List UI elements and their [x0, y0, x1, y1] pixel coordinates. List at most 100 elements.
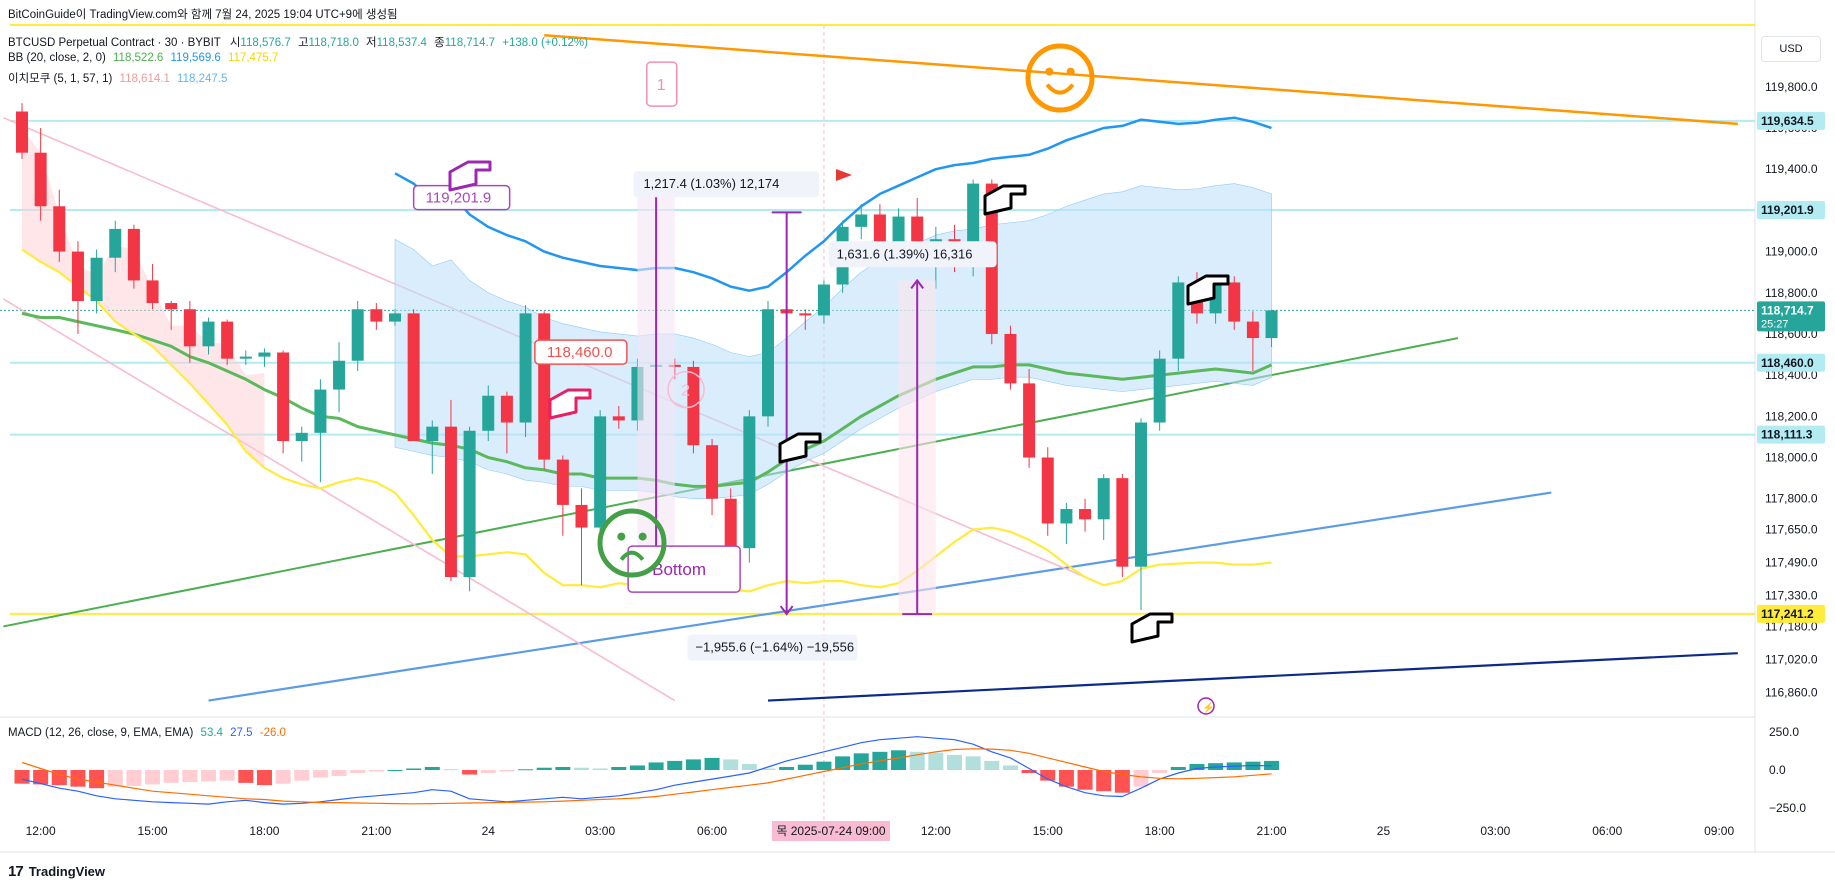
- price-label-box: [1757, 604, 1825, 623]
- candle-body: [444, 426, 457, 577]
- candle-body: [612, 416, 625, 421]
- macd-histogram-bar: [648, 762, 664, 770]
- candle-body: [165, 303, 178, 310]
- bb-legend[interactable]: BB (20, close, 2, 0) 118,522.6 119,569.6…: [8, 52, 278, 64]
- y-tick-label: 117,330.0: [1765, 589, 1818, 603]
- candle-body: [221, 321, 234, 359]
- y-tick-label: 117,490.0: [1765, 556, 1818, 570]
- marker-2-text: 2: [681, 383, 690, 400]
- macd-histogram-bar: [275, 770, 291, 784]
- callout-mid-text: 118,460.0: [547, 344, 613, 361]
- x-tick-label: 21:00: [361, 824, 391, 838]
- x-tick-label: 09:00: [1704, 824, 1734, 838]
- candle-body: [1041, 457, 1054, 524]
- candle-body: [1172, 282, 1185, 359]
- macd-histogram-bar: [331, 770, 347, 777]
- macd-y-tick-label: −250.0: [1769, 801, 1806, 815]
- macd-histogram-bar: [238, 770, 254, 783]
- y-tick-label: 117,800.0: [1765, 492, 1818, 506]
- candle-body: [1228, 282, 1241, 322]
- tradingview-brand: TradingView: [28, 864, 106, 879]
- candle-body: [743, 416, 756, 549]
- measure2-label: 1,631.6 (1.39%) 16,316: [837, 246, 973, 261]
- macd-histogram-bar: [182, 770, 198, 783]
- candle-body: [1135, 422, 1147, 567]
- macd-histogram-bar: [368, 770, 384, 772]
- candle-body: [351, 309, 364, 361]
- candle-body: [855, 214, 868, 227]
- macd-histogram-bar: [984, 760, 1000, 770]
- macd-histogram-bar: [145, 770, 161, 785]
- price-label-text: 117,241.2: [1761, 607, 1814, 621]
- macd-histogram-bar: [685, 759, 701, 770]
- y-tick-label: 118,000.0: [1765, 451, 1818, 465]
- y-tick-label: 118,200.0: [1765, 409, 1818, 423]
- frown-icon-eye: [638, 532, 647, 541]
- candle-body: [1116, 478, 1129, 567]
- y-tick-label: 117,650.0: [1765, 523, 1818, 537]
- candle-body: [519, 313, 532, 423]
- candle-body: [34, 152, 47, 207]
- open-value: 118,576.7: [240, 37, 291, 49]
- candle-body: [873, 214, 886, 244]
- y-tick-label: 119,000.0: [1765, 245, 1818, 259]
- macd-histogram-bar: [294, 770, 310, 781]
- callout-high-text: 119,201.9: [426, 190, 492, 207]
- y-tick-label: 118,800.0: [1765, 286, 1818, 300]
- macd-histogram-bar: [1170, 766, 1186, 770]
- candle-body: [1004, 333, 1017, 384]
- open-label: 시: [229, 37, 241, 49]
- macd-line-value: 27.5: [230, 727, 253, 739]
- candle-body: [1097, 478, 1110, 520]
- candle-body: [1060, 509, 1073, 524]
- macd-histogram-bar: [1152, 770, 1168, 774]
- candle-body: [892, 216, 905, 244]
- macd-histogram-bar: [965, 756, 981, 770]
- ichimoku-cloud-red: [22, 127, 265, 468]
- candle-body: [817, 284, 830, 316]
- symbol-legend[interactable]: BTCUSD Perpetual Contract · 30 · BYBIT 시…: [8, 34, 588, 50]
- x-tick-label: 06:00: [697, 824, 727, 838]
- x-tick-label: 12:00: [921, 824, 951, 838]
- macd-histogram-bar: [536, 767, 552, 770]
- x-tick-label: 18:00: [249, 824, 279, 838]
- macd-histogram-bar: [424, 766, 440, 770]
- high-value: 118,718.0: [308, 37, 359, 49]
- macd-histogram-bar: [574, 767, 589, 770]
- candle-body: [239, 356, 252, 359]
- ichimoku-legend[interactable]: 이치모쿠 (5, 1, 57, 1) 118,614.1 118,247.5: [8, 70, 227, 86]
- candle-body: [90, 257, 103, 301]
- frown-icon-outline: [597, 508, 667, 578]
- macd-histogram-bar: [312, 770, 328, 778]
- price-label-text: 118,460.0: [1761, 356, 1814, 370]
- macd-histogram-bar: [14, 770, 30, 784]
- marker-2-circle: [667, 370, 705, 409]
- macd-histogram-bar: [350, 770, 366, 774]
- bb-lower-value: 117,475.7: [228, 52, 279, 64]
- candle-body: [202, 321, 215, 347]
- currency-button[interactable]: USD: [1761, 36, 1821, 62]
- macd-hist-value: 53.4: [200, 727, 223, 739]
- x-tick-label: 15:00: [1033, 824, 1063, 838]
- macd-histogram-bar: [256, 770, 272, 786]
- macd-histogram-bar: [611, 766, 627, 770]
- macd-signal-value: -26.0: [259, 727, 286, 739]
- blue-trendline: [208, 491, 1552, 702]
- pointing-hand-icon: [1186, 274, 1230, 306]
- candle-body: [706, 445, 719, 499]
- bottom-callout-text: Bottom: [652, 560, 706, 579]
- frown-icon-mouth: [619, 550, 645, 561]
- y-tick-label: 116,860.0: [1765, 685, 1818, 699]
- macd-line: [21, 736, 1272, 805]
- candle-body: [109, 228, 122, 258]
- price-label-text: 119,634.5: [1761, 114, 1814, 128]
- pink-channel-lower: [2, 298, 676, 702]
- price-label-box: [1757, 301, 1825, 332]
- crosshair-time-label: 목 2025-07-24 09:00: [776, 824, 885, 838]
- low-label: 저: [366, 37, 377, 49]
- measure1-label: 1,217.4 (1.03%) 12,174: [643, 176, 779, 191]
- macd-legend[interactable]: MACD (12, 26, close, 9, EMA, EMA) 53.4 2…: [8, 727, 286, 739]
- candle-body: [463, 430, 476, 577]
- footer-brand[interactable]: 17 TradingView: [8, 863, 105, 880]
